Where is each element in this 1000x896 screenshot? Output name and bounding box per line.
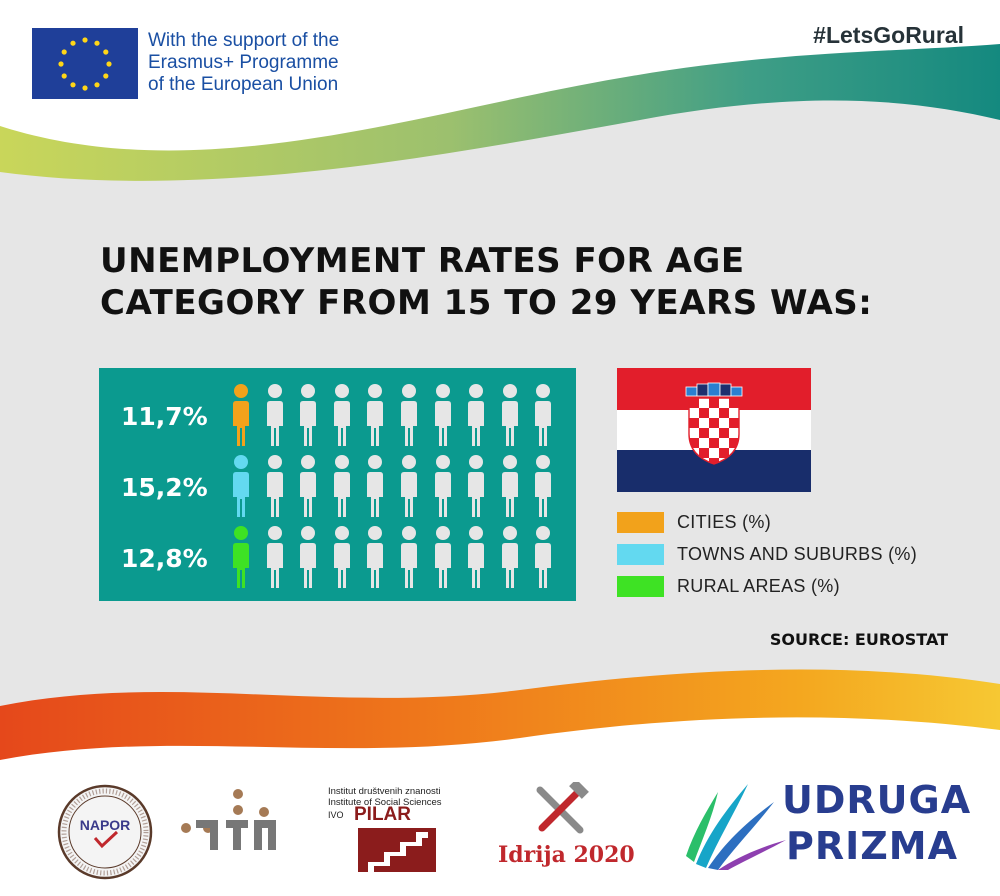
person-icon: [267, 526, 283, 588]
rate-row-towns: 15,2%: [99, 455, 576, 519]
person-icon: [401, 384, 417, 446]
hifen-logo-icon: [181, 789, 276, 850]
pilar-line: Institute of Social Sciences: [328, 797, 442, 808]
napor-logo: NAPOR: [57, 784, 153, 880]
person-icon-highlighted: [233, 384, 249, 446]
pilar-ivo: IVO: [328, 810, 344, 820]
pilar-logo: Institut društvenih znanosti Institute o…: [328, 786, 448, 876]
person-icon: [367, 526, 383, 588]
person-icon: [367, 455, 383, 517]
legend-label: RURAL AREAS (%): [677, 576, 840, 596]
person-icon-highlighted: [233, 455, 249, 517]
hammer-chisel-icon: [536, 782, 589, 834]
person-icon-highlighted: [233, 526, 249, 588]
person-icon: [435, 526, 451, 588]
person-icon: [267, 455, 283, 517]
idrija-logo: Idrija 2020: [490, 782, 640, 882]
source-note: SOURCE: EUROSTAT: [769, 630, 948, 649]
person-icon: [468, 455, 484, 517]
person-icon: [435, 455, 451, 517]
person-icon: [334, 384, 350, 446]
legend-swatch: [617, 576, 664, 597]
rate-label: 12,8%: [121, 544, 208, 573]
pilar-line: Institut društvenih znanosti: [328, 786, 441, 797]
person-icon: [401, 455, 417, 517]
napor-text: NAPOR: [80, 817, 131, 833]
person-icon: [334, 526, 350, 588]
legend-item-rural: RURAL AREAS (%): [617, 573, 977, 605]
person-icon: [401, 526, 417, 588]
person-icon: [367, 384, 383, 446]
title-line: CATEGORY FROM 15 TO 29 YEARS WAS:: [100, 283, 873, 323]
person-icon: [468, 384, 484, 446]
rate-row-cities: 11,7%: [99, 384, 576, 448]
person-icon: [535, 384, 551, 446]
person-icon: [468, 526, 484, 588]
person-icon: [535, 455, 551, 517]
croatia-flag-icon: [617, 368, 811, 492]
prizma-logo: UDRUGA PRIZMA: [678, 778, 970, 878]
pilar-stairs-icon: [358, 828, 436, 872]
person-icon: [502, 526, 518, 588]
eu-support-line: of the European Union: [148, 74, 339, 95]
legend: CITIES (%) TOWNS AND SUBURBS (%) RURAL A…: [617, 509, 977, 605]
person-icon: [502, 455, 518, 517]
person-icon: [535, 526, 551, 588]
eu-support-line: With the support of the: [148, 30, 340, 51]
person-icon: [267, 384, 283, 446]
people-panel: 11,7% 15,2% 12,8%: [99, 368, 576, 601]
legend-item-towns: TOWNS AND SUBURBS (%): [617, 541, 977, 573]
prizma-text-line: PRIZMA: [786, 824, 959, 868]
title-line: UNEMPLOYMENT RATES FOR AGE: [100, 241, 745, 281]
legend-item-cities: CITIES (%): [617, 509, 977, 541]
rate-label: 15,2%: [121, 473, 208, 502]
prizma-rays-icon: [686, 784, 786, 870]
prizma-text-line: UDRUGA: [782, 778, 972, 822]
hashtag: #LetsGoRural: [813, 22, 964, 48]
person-icon: [300, 526, 316, 588]
people-figures: [231, 526, 567, 590]
people-figures: [231, 455, 567, 519]
person-icon: [334, 455, 350, 517]
legend-label: CITIES (%): [677, 512, 772, 532]
idrija-text: Idrija 2020: [498, 842, 635, 868]
rate-row-rural: 12,8%: [99, 526, 576, 590]
page-title: UNEMPLOYMENT RATES FOR AGE CATEGORY FROM…: [100, 240, 940, 324]
pilar-name: PILAR: [354, 804, 411, 825]
person-icon: [300, 384, 316, 446]
person-icon: [502, 384, 518, 446]
eu-support-line: Erasmus+ Programme: [148, 52, 339, 73]
legend-swatch: [617, 544, 664, 565]
people-figures: [231, 384, 567, 448]
eu-support-text: With the support of the Erasmus+ Program…: [148, 30, 408, 96]
legend-label: TOWNS AND SUBURBS (%): [677, 544, 917, 564]
rate-label: 11,7%: [121, 402, 208, 431]
person-icon: [300, 455, 316, 517]
person-icon: [435, 384, 451, 446]
eu-flag-icon: [32, 28, 138, 99]
legend-swatch: [617, 512, 664, 533]
